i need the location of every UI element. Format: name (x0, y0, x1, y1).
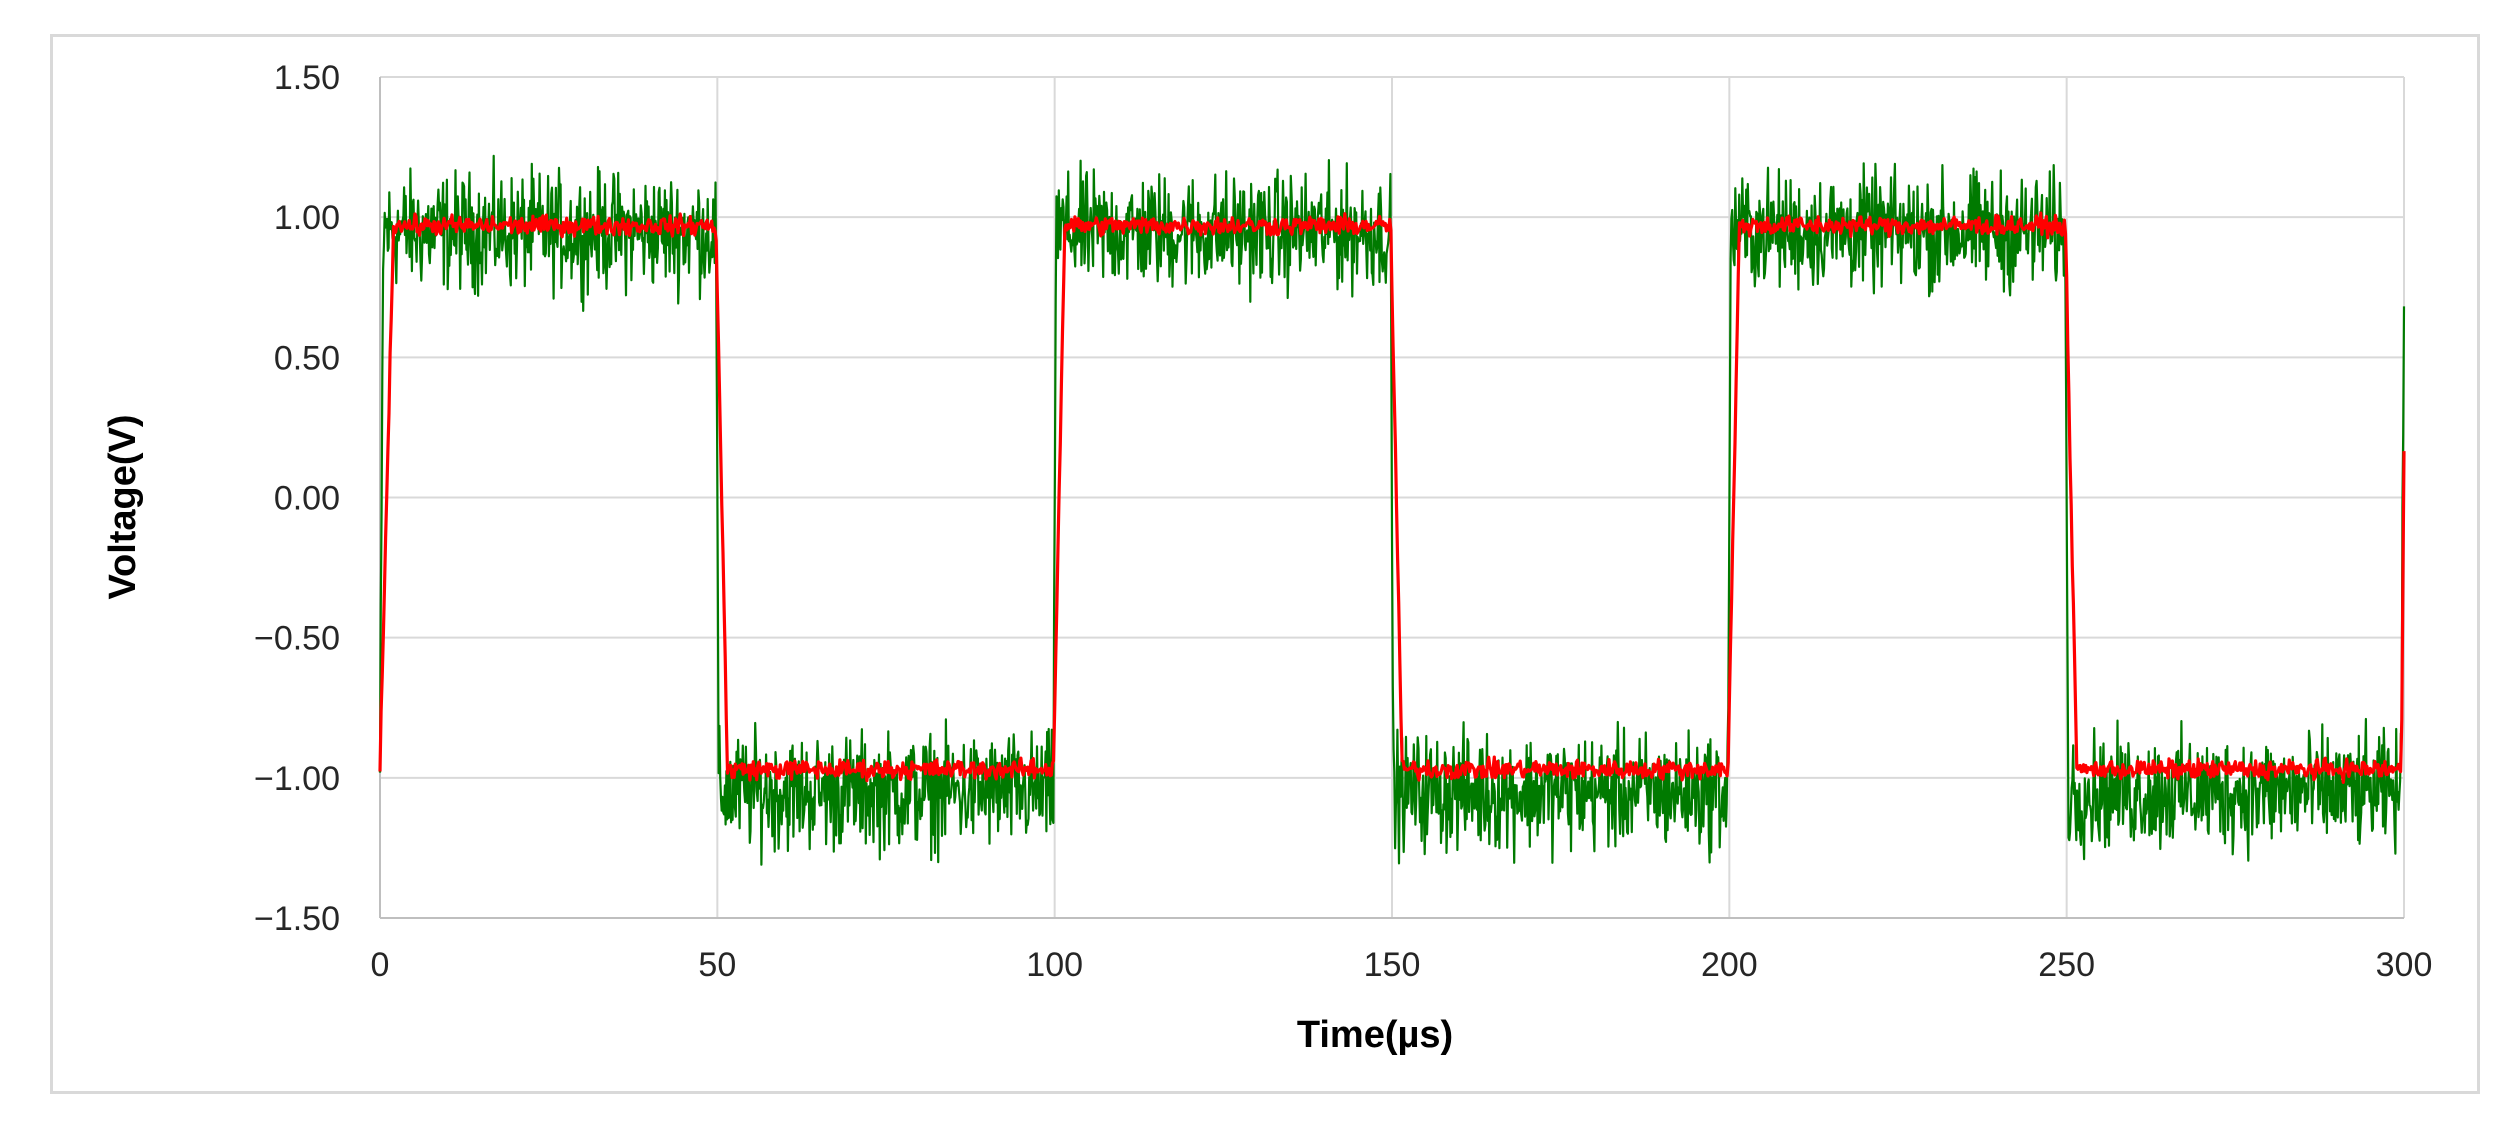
x-tick-label: 200 (1701, 946, 1758, 984)
y-tick-label: 1.00 (274, 199, 340, 237)
x-tick-label: 150 (1364, 946, 1421, 984)
y-tick-label: 0.50 (274, 339, 340, 377)
x-axis-title: Time(µs) (1297, 1014, 1453, 1056)
y-tick-label: −0.50 (254, 620, 340, 658)
y-tick-label: 1.50 (274, 59, 340, 97)
y-tick-label: −1.50 (254, 900, 340, 938)
series-layer (378, 154, 2406, 866)
chart-svg: 1.50 1.00 0.50 0.00 −0.50 −1.00 −1.50 0 50 100 150… (102, 59, 2432, 1056)
x-tick-label: 0 (371, 946, 390, 984)
series-line-red (378, 211, 2406, 784)
y-tick-label: −1.00 (254, 760, 340, 798)
x-tick-label: 300 (2376, 946, 2433, 984)
x-tick-label: 250 (2038, 946, 2095, 984)
x-tick-label: 100 (1026, 946, 1083, 984)
chart-frame: 1.50 1.00 0.50 0.00 −0.50 −1.00 −1.50 0 50 100 150… (50, 34, 2480, 1094)
x-tick-label: 50 (698, 946, 736, 984)
series-line-green (378, 154, 2406, 866)
y-tick-label: 0.00 (274, 480, 340, 518)
tick-layer: 1.50 1.00 0.50 0.00 −0.50 −1.00 −1.50 0 50 100 150… (254, 59, 2432, 984)
y-axis-title: Voltage(V) (102, 414, 144, 599)
